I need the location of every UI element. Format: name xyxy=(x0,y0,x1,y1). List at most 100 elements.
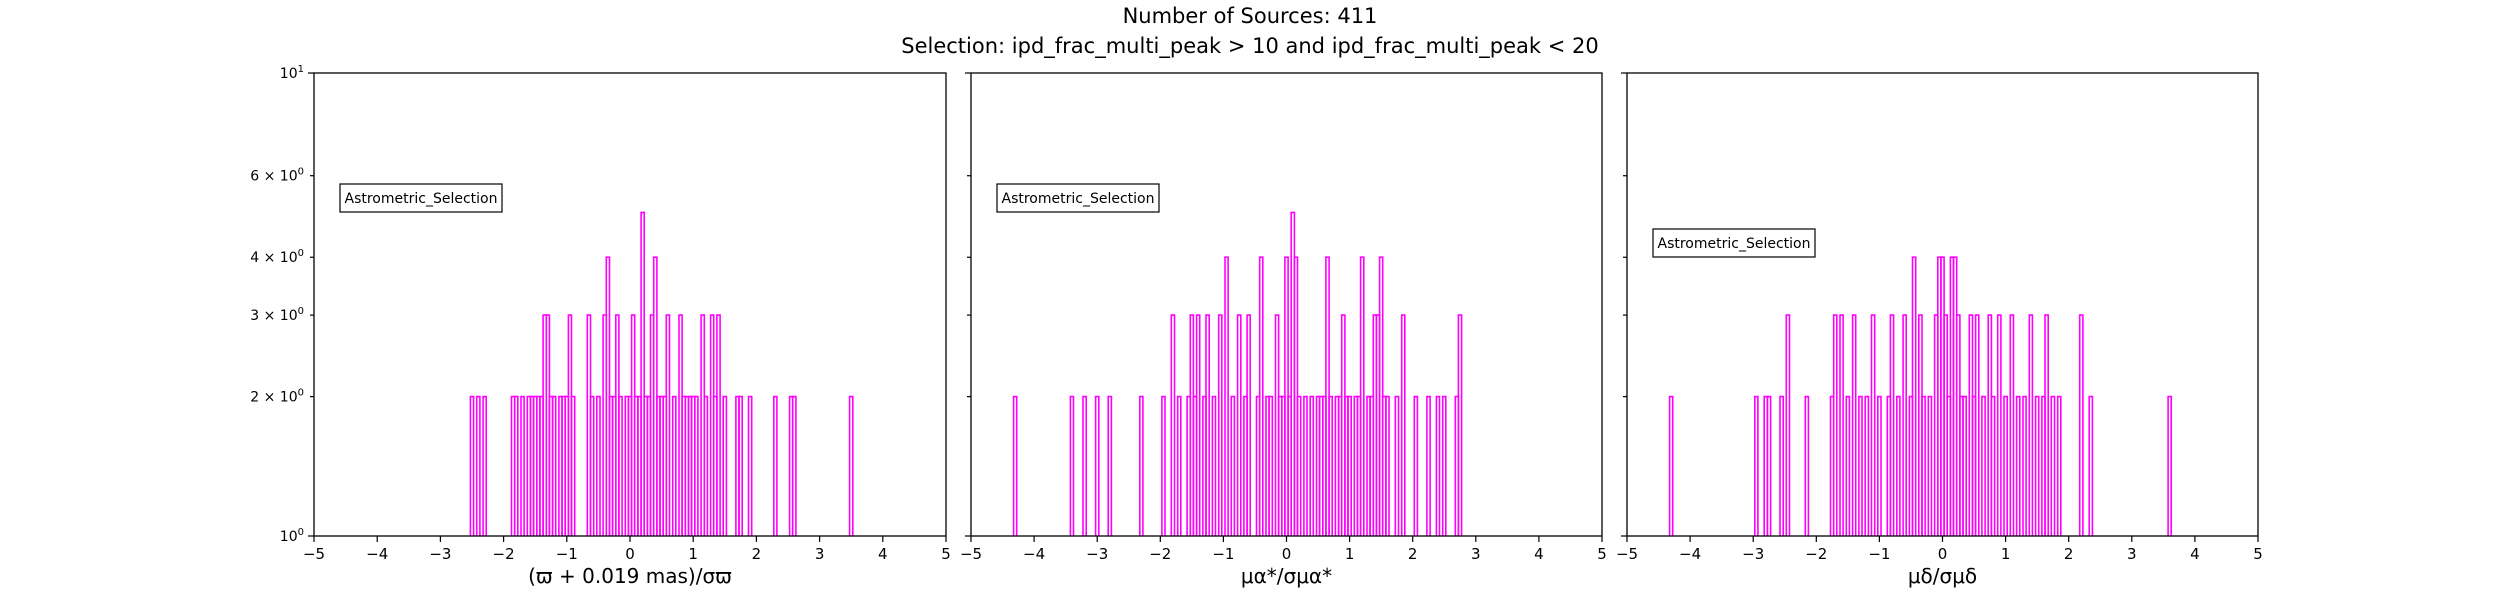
histogram-bar xyxy=(1094,395,1100,536)
x-axis-label: (ϖ + 0.019 mas)/σϖ xyxy=(528,564,732,588)
x-tick-label: 5 xyxy=(2253,545,2263,563)
histogram-bar xyxy=(2078,314,2084,536)
x-tick-label: −5 xyxy=(1616,545,1638,563)
histogram-bar xyxy=(1845,395,1851,536)
histogram-bar xyxy=(520,395,525,536)
histogram-bar xyxy=(469,395,475,536)
y-tick-label: 101 xyxy=(280,64,304,82)
histogram-bar xyxy=(2009,314,2015,536)
histogram-bar xyxy=(716,314,721,536)
axes-frame xyxy=(970,72,1603,537)
histogram-bar xyxy=(640,211,645,536)
x-tick-label: 4 xyxy=(878,545,888,563)
histogram-bar xyxy=(1927,395,1933,536)
histogram-bar xyxy=(1974,314,1980,536)
histogram-bar xyxy=(1877,395,1882,536)
histogram-bar xyxy=(694,395,699,536)
histogram-bar xyxy=(1858,395,1863,536)
legend-box xyxy=(996,183,1160,213)
histogram-bar xyxy=(1195,314,1201,536)
y-tick-label: 4 × 100 xyxy=(250,248,304,266)
legend-label: Astrometric_Selection xyxy=(345,191,498,207)
histogram-bar xyxy=(1230,395,1236,536)
x-tick-label: 0 xyxy=(1938,545,1948,563)
histogram-bar xyxy=(1754,395,1759,536)
histogram-bar xyxy=(1896,395,1901,536)
x-axis-label: μα*/σμα* xyxy=(1241,564,1332,588)
x-tick-label: −4 xyxy=(1679,545,1701,563)
legend-label: Astrometric_Selection xyxy=(1658,236,1811,252)
x-tick-label: 1 xyxy=(2001,545,2011,563)
histogram-bar xyxy=(1832,314,1838,536)
legend-box xyxy=(339,183,503,213)
histogram-bar xyxy=(1413,395,1419,536)
x-tick-label: −5 xyxy=(960,545,982,563)
histogram-bar xyxy=(1012,395,1018,536)
histogram-bar xyxy=(2056,395,2062,536)
x-tick-label: −2 xyxy=(493,545,515,563)
histogram-bar xyxy=(1426,395,1431,536)
chart-panel-1: −5 −4 −3 −2 −1 0 1 2 3 4 5 100 2 × 100 3 × 100 4 × 100… xyxy=(250,64,951,588)
legend: Astrometric_Selection xyxy=(1652,228,1816,258)
x-tick-label: 0 xyxy=(1282,545,1292,563)
histogram-bar xyxy=(1139,395,1144,536)
histogram-bar xyxy=(2088,395,2094,536)
histogram-bar xyxy=(1069,395,1075,536)
x-tick-label: −1 xyxy=(556,545,578,563)
histogram-bar xyxy=(665,314,671,536)
histogram-bar xyxy=(1400,314,1406,536)
x-tick-label: 4 xyxy=(2190,545,2200,563)
histogram-bar xyxy=(1217,314,1223,536)
y-tick-label: 100 xyxy=(280,527,304,545)
histogram-bar xyxy=(2022,395,2027,536)
histogram-bar xyxy=(1981,395,1986,536)
x-tick-label: −1 xyxy=(1868,545,1890,563)
histogram-bar xyxy=(1911,256,1917,536)
histogram-bar xyxy=(1385,395,1390,536)
histogram-bar xyxy=(703,395,709,536)
histogram-bar xyxy=(2167,395,2172,536)
histogram-bar xyxy=(1394,395,1400,536)
x-tick-label: −2 xyxy=(1805,545,1827,563)
histogram-bar xyxy=(1902,314,1907,536)
legend-label: Astrometric_Selection xyxy=(1002,191,1155,207)
histogram-bar xyxy=(1176,395,1182,536)
figure-title: Number of Sources: 411 xyxy=(1122,4,1378,28)
x-axis-label: μδ/σμδ xyxy=(1908,564,1977,588)
histogram-bar xyxy=(1082,395,1087,536)
histogram-bar xyxy=(738,395,743,536)
histogram-bar xyxy=(2044,314,2049,536)
axes-frame xyxy=(313,72,947,537)
histogram-bar xyxy=(1804,395,1810,536)
histogram-bar xyxy=(1309,395,1315,536)
histogram-bar xyxy=(570,395,576,536)
histogram-bar xyxy=(1107,395,1113,536)
legend-box xyxy=(1652,228,1816,258)
histogram-bar xyxy=(618,395,623,536)
chart-panel-2: −5 −4 −3 −2 −1 0 1 2 3 4 5 μα*/σμα* Astrometric_Sele… xyxy=(960,72,1607,588)
histogram-bar xyxy=(1296,395,1302,536)
histogram-bar xyxy=(1170,314,1176,536)
x-tick-label: 2 xyxy=(2064,545,2074,563)
histogram-bar xyxy=(791,395,797,536)
histogram-bar xyxy=(1258,256,1264,536)
histogram-bar xyxy=(671,395,677,536)
histogram-bar xyxy=(2028,314,2034,536)
histogram-bar xyxy=(1268,395,1274,536)
histogram-bar xyxy=(596,395,601,536)
histogram-bar xyxy=(848,395,854,536)
y-tick-label: 2 × 100 xyxy=(250,388,304,406)
y-tick-label: 6 × 100 xyxy=(250,167,304,185)
histogram-bar xyxy=(1457,314,1463,536)
histogram-bar xyxy=(1328,395,1333,536)
histogram-bar xyxy=(1211,395,1217,536)
histogram-bar xyxy=(1766,395,1772,536)
histogram-bar xyxy=(482,395,487,536)
histogram-bar xyxy=(1359,256,1365,536)
x-tick-label: 5 xyxy=(941,545,951,563)
histogram-bar xyxy=(773,395,778,536)
x-tick-label: 4 xyxy=(1534,545,1544,563)
x-tick-label: 3 xyxy=(815,545,825,563)
histogram-bar xyxy=(1870,314,1876,536)
x-tick-label: −4 xyxy=(366,545,388,563)
